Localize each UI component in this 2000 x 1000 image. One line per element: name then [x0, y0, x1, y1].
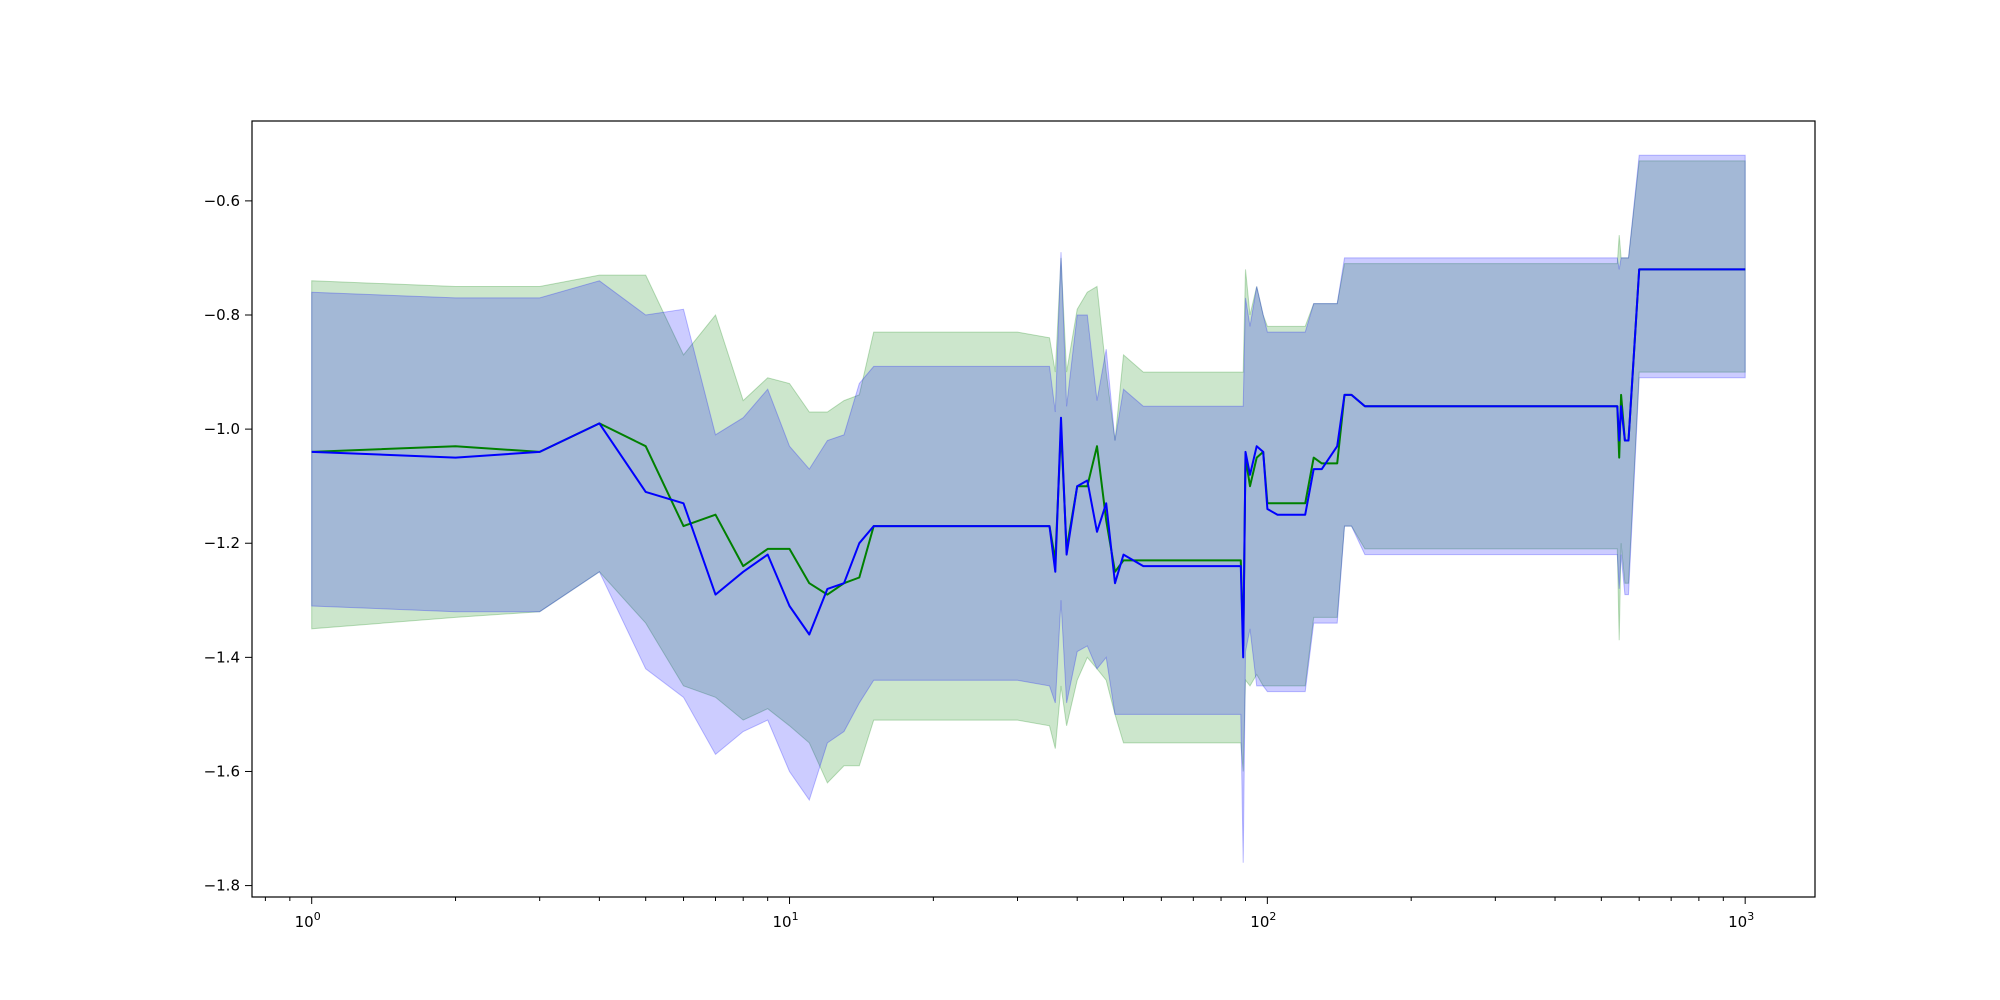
confidence-band-2	[311, 154, 1746, 863]
y-tick-label: −1.6	[204, 762, 240, 780]
y-tick-label: −1.0	[204, 420, 240, 438]
series-line-2	[311, 268, 1746, 659]
confidence-band-1	[311, 160, 1746, 784]
x-axis: 100 101 102 103	[264, 897, 1754, 931]
x-tick-label: 103	[1728, 910, 1754, 931]
y-tick-label: −0.8	[204, 306, 240, 324]
series-lines	[311, 268, 1746, 659]
y-tick-label: −0.6	[204, 192, 240, 210]
plot-frame	[251, 120, 1816, 898]
y-tick-label: −1.4	[204, 648, 240, 666]
x-tick-label: 100	[295, 910, 321, 931]
x-tick-label: 101	[772, 910, 798, 931]
x-tick-label: 102	[1250, 910, 1276, 931]
y-tick-label: −1.2	[204, 534, 240, 552]
confidence-bands	[311, 154, 1746, 863]
y-axis: −0.6 −0.8 −1.0 −1.2 −1.4 −1.6 −1.8	[204, 192, 252, 895]
y-tick-label: −1.8	[204, 877, 240, 895]
